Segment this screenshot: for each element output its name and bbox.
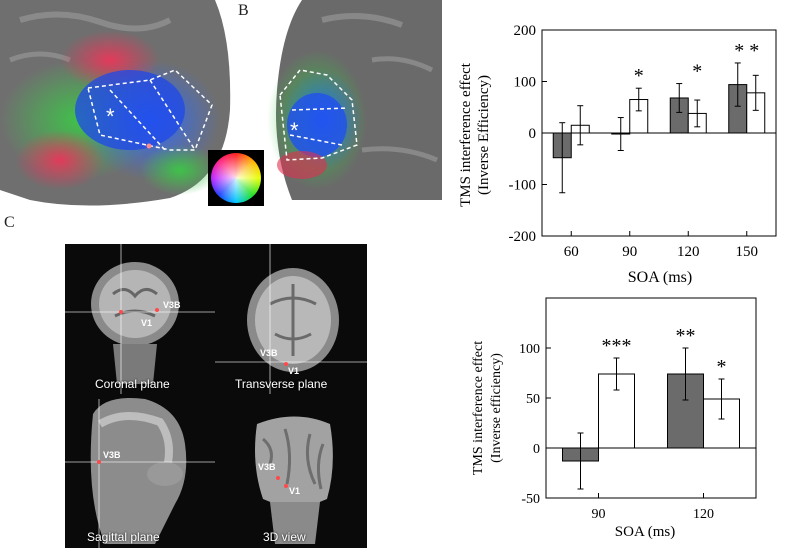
transverse-plane-caption: Transverse plane bbox=[235, 377, 328, 391]
3d-v3b-label: V3B bbox=[258, 462, 276, 472]
y-tick-label: 0 bbox=[533, 442, 540, 457]
brain-star-a: * bbox=[106, 104, 115, 129]
coronal-v3b-label: V3B bbox=[163, 300, 181, 310]
chart2-xlabel: SOA (ms) bbox=[615, 524, 675, 540]
y-tick-label: 100 bbox=[519, 342, 540, 357]
sagittal-plane-caption: Sagittal plane bbox=[87, 530, 160, 544]
y-tick-label: -50 bbox=[521, 492, 540, 507]
x-tick-label: 120 bbox=[677, 244, 700, 260]
chart-soa-top: TMS interference effect (Inverse Efficie… bbox=[458, 23, 777, 286]
color-wheel-icon bbox=[208, 150, 264, 206]
chart1-ylabel-line2: (Inverse Efficiency) bbox=[476, 75, 492, 195]
significance-mark: * bbox=[634, 65, 644, 87]
chart2-ylabel-line1: TMS interference effect bbox=[471, 341, 486, 475]
chart1-xlabel: SOA (ms) bbox=[628, 269, 692, 286]
chart1-ylabel-line1: TMS interference effect bbox=[458, 62, 474, 207]
significance-mark: * * bbox=[734, 40, 759, 62]
x-tick-label: 60 bbox=[564, 244, 579, 260]
x-tick-label: 90 bbox=[622, 244, 637, 260]
coronal-slice bbox=[91, 262, 179, 384]
panel-letter-b: B bbox=[238, 2, 249, 19]
y-tick-label: -200 bbox=[509, 229, 537, 245]
sagittal-v3b-label: V3B bbox=[103, 450, 121, 460]
significance-mark: ** bbox=[676, 325, 696, 347]
coronal-v1-label: V1 bbox=[141, 318, 153, 328]
mri-panel: V3B V1 V3B V1 V3B V3B V1 Coronal plane T… bbox=[65, 244, 367, 548]
transverse-v1-label: V1 bbox=[288, 366, 300, 376]
y-tick-label: 200 bbox=[514, 23, 537, 39]
significance-mark: * bbox=[692, 61, 702, 83]
significance-mark: *** bbox=[602, 335, 632, 357]
y-tick-label: 0 bbox=[529, 126, 537, 142]
x-tick-label: 150 bbox=[736, 244, 759, 260]
brain-star-b: * bbox=[290, 118, 299, 143]
brain-surface-a: * bbox=[0, 0, 232, 210]
panel-letter-c: C bbox=[4, 214, 15, 231]
transverse-v3b-label: V3B bbox=[260, 348, 278, 358]
y-tick-label: 50 bbox=[526, 392, 540, 407]
sagittal-slice bbox=[90, 398, 187, 544]
x-tick-label: 90 bbox=[592, 507, 606, 522]
brain-surface-b: * bbox=[262, 0, 442, 210]
plot-frame bbox=[545, 297, 757, 499]
significance-mark: * bbox=[717, 356, 727, 378]
chart2-ylabel-line2: (Inverse efficiency) bbox=[489, 353, 504, 463]
3d-view-caption: 3D view bbox=[263, 530, 306, 544]
chart-soa-bottom: TMS interference effect (Inverse efficie… bbox=[471, 297, 757, 540]
3d-view-render bbox=[255, 416, 333, 544]
coronal-plane-caption: Coronal plane bbox=[95, 377, 170, 391]
y-tick-label: 100 bbox=[514, 75, 537, 91]
3d-v1-label: V1 bbox=[289, 486, 301, 496]
x-tick-label: 120 bbox=[693, 507, 714, 522]
y-tick-label: -100 bbox=[509, 178, 537, 194]
